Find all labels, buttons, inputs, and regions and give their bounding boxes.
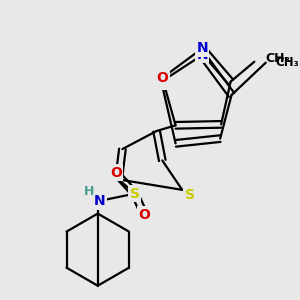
Text: S: S [185, 188, 195, 202]
Text: N: N [196, 48, 208, 62]
Text: CH₃: CH₃ [266, 52, 291, 65]
Text: H: H [84, 185, 94, 198]
Text: O: O [155, 75, 167, 89]
Text: S: S [130, 187, 140, 201]
Text: N: N [196, 41, 208, 56]
Text: O: O [138, 208, 150, 221]
Text: CH₃: CH₃ [275, 56, 299, 69]
Text: O: O [156, 71, 168, 85]
Text: O: O [110, 166, 122, 180]
Text: N: N [94, 194, 106, 208]
